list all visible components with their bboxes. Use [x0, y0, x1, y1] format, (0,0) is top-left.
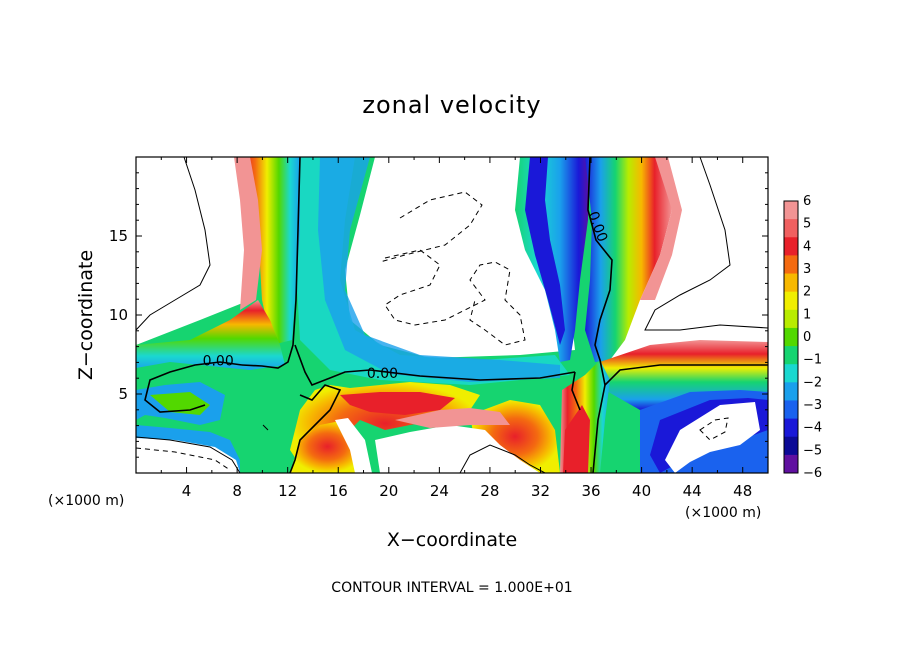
zero-contour-right-band — [604, 364, 768, 386]
bottom-pink-edge — [395, 408, 510, 428]
colorbar-swatch — [784, 219, 798, 238]
dashed-contour-lower-right — [699, 417, 729, 441]
zero-contour-left-column — [241, 157, 301, 369]
colorbar-swatch — [784, 418, 798, 438]
x-axis: 4 8 12 16 20 24 28 32 36 40 44 48 — [160, 157, 752, 500]
colorbar-label: 0 — [803, 330, 811, 345]
colorbar-label: 6 — [803, 194, 811, 209]
center-plume-core — [563, 405, 590, 473]
contour-bottom-left — [136, 436, 241, 473]
y-axis: 5 10 15 — [109, 172, 768, 458]
x-tick-label: 48 — [733, 482, 752, 500]
central-red-core — [340, 392, 455, 415]
colorbar-swatch — [784, 382, 798, 401]
field-lightblue-region — [318, 157, 560, 382]
colorbar-frame — [783, 200, 799, 474]
dashed-contour-upper-closed — [384, 249, 526, 346]
colorbar: 6 5 4 3 2 1 0 −1 −2 −3 −4 −5 −6 — [783, 194, 822, 481]
colorbar-label: −3 — [803, 398, 822, 413]
colorbar-swatch — [784, 291, 798, 311]
contour-bottom-center — [459, 444, 546, 473]
colorbar-swatch — [784, 201, 798, 220]
right-pink-edge — [640, 157, 682, 300]
colorbar-label: −5 — [803, 443, 822, 458]
left-bottom-white — [136, 438, 240, 473]
right-red-column — [585, 157, 672, 362]
blue-column-edge — [525, 157, 565, 345]
colorbar-swatch — [784, 400, 798, 420]
contour-top-left — [136, 157, 211, 331]
zero-contour-left-branch — [144, 361, 243, 413]
zero-contour-lower — [289, 384, 342, 473]
y-tick-label: 15 — [109, 227, 128, 245]
y-axis-label: Z−coordinate — [75, 250, 97, 380]
x-tick-label: 44 — [683, 482, 702, 500]
x-tick-label: 24 — [430, 482, 449, 500]
contour-label: 0.00 — [203, 354, 234, 370]
right-bottom-white — [665, 402, 760, 473]
contour-label: 0.00 — [367, 366, 398, 382]
colorbar-label: −1 — [803, 353, 822, 368]
left-pink-edge — [234, 157, 262, 310]
left-band — [136, 300, 285, 370]
bottom-center-white — [375, 425, 540, 473]
colorbar-swatch — [784, 364, 798, 383]
colorbar-label: −2 — [803, 375, 822, 390]
zero-contour-mid — [294, 344, 576, 387]
x-tick-label: 8 — [232, 482, 242, 500]
x-tick-label: 20 — [379, 482, 398, 500]
colorbar-label: 4 — [803, 239, 811, 254]
colorbar-swatch — [784, 255, 798, 275]
y-tick-label: 5 — [118, 385, 128, 403]
colorbar-label: 2 — [803, 285, 811, 300]
colorbar-swatch — [784, 436, 798, 456]
bottom-white-notch — [335, 418, 372, 473]
colorbar-label: 1 — [803, 307, 811, 322]
colorbar-swatch — [784, 237, 798, 256]
zero-contour-vertical — [592, 384, 606, 473]
colorbar-swatch — [784, 273, 798, 293]
contours — [136, 157, 768, 473]
colorbar-label: −6 — [803, 466, 822, 481]
x-tick-label: 12 — [278, 482, 297, 500]
zero-contour-plume — [571, 371, 581, 411]
x-units-left: (×1000 m) — [48, 493, 124, 509]
colorbar-label: 5 — [803, 217, 811, 232]
x-tick-label: 28 — [480, 482, 499, 500]
contour-small — [262, 424, 269, 431]
colorbar-swatch — [784, 309, 798, 329]
left-red-column — [234, 157, 300, 345]
zero-contour-blue-column — [587, 157, 613, 386]
colorbar-label: −4 — [803, 421, 822, 436]
x-tick-label: 40 — [632, 482, 651, 500]
x-units-right: (×1000 m) — [685, 505, 761, 521]
x-tick-label: 16 — [329, 482, 348, 500]
y-tick-label: 10 — [109, 306, 128, 324]
heatmap-field — [136, 157, 768, 473]
x-tick-label: 4 — [182, 482, 192, 500]
colorbar-swatch — [784, 454, 798, 474]
x-tick-label: 36 — [581, 482, 600, 500]
contour-interval-note: CONTOUR INTERVAL = 1.000E+01 — [331, 580, 572, 596]
colorbar-swatch — [784, 346, 798, 365]
dashed-contour-lower-left — [136, 447, 231, 471]
colorbar-swatch — [784, 327, 798, 347]
x-tick-label: 32 — [531, 482, 550, 500]
colorbar-label: 3 — [803, 262, 811, 277]
chart-title: zonal velocity — [362, 91, 541, 119]
x-axis-label: X−coordinate — [387, 529, 517, 551]
contour-top-right — [644, 157, 768, 331]
dashed-contour-upper — [379, 191, 483, 263]
left-lower-green — [150, 392, 210, 415]
